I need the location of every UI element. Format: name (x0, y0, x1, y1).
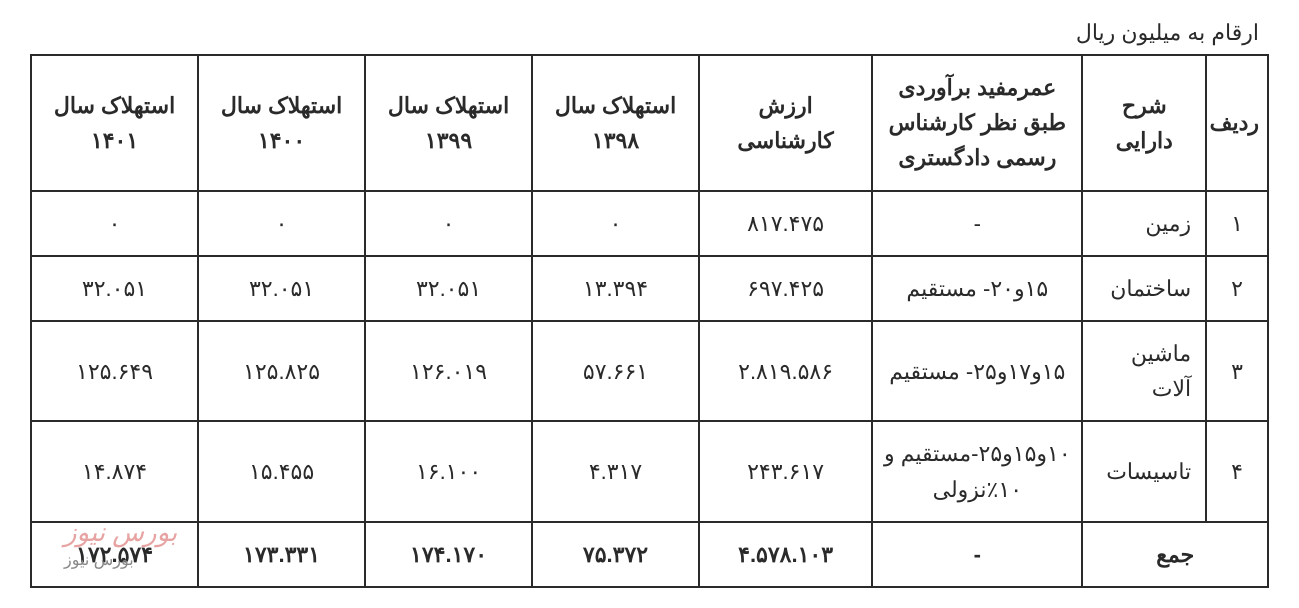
cell-useful-life: - (872, 191, 1082, 256)
cell-sum-useful-life: - (872, 522, 1082, 587)
cell-asset-desc: ماشین آلات (1082, 321, 1206, 421)
col-header-dep-1398: استهلاک سال ۱۳۹۸ (532, 55, 699, 191)
cell-sum-label: جمع (1082, 522, 1268, 587)
cell-sum-dep-1400: ۱۷۳.۳۳۱ (198, 522, 365, 587)
cell-asset-desc: تاسیسات (1082, 421, 1206, 521)
cell-dep-1398: ۱۳.۳۹۴ (532, 256, 699, 321)
cell-dep-1400: ۰ (198, 191, 365, 256)
cell-dep-1401: ۱۲۵.۶۴۹ (31, 321, 198, 421)
cell-row-no: ۲ (1206, 256, 1268, 321)
cell-dep-1398: ۵۷.۶۶۱ (532, 321, 699, 421)
cell-useful-life: ۱۵و۲۰- مستقیم (872, 256, 1082, 321)
cell-sum-dep-1398: ۷۵.۳۷۲ (532, 522, 699, 587)
depreciation-table: ردیف شرح دارایی عمرمفید برآوردی طبق نظر … (30, 54, 1269, 588)
cell-dep-1398: ۰ (532, 191, 699, 256)
cell-dep-1401: ۰ (31, 191, 198, 256)
cell-asset-desc: زمین (1082, 191, 1206, 256)
col-header-useful-life: عمرمفید برآوردی طبق نظر کارشناس رسمی داد… (872, 55, 1082, 191)
cell-row-no: ۴ (1206, 421, 1268, 521)
cell-useful-life: ۱۰و۱۵و۲۵-مستقیم و ۱۰٪نزولی (872, 421, 1082, 521)
col-header-expert-value: ارزش کارشناسی (699, 55, 872, 191)
table-row: ۳ ماشین آلات ۱۵و۱۷و۲۵- مستقیم ۲.۸۱۹.۵۸۶ … (31, 321, 1268, 421)
table-row: ۲ ساختمان ۱۵و۲۰- مستقیم ۶۹۷.۴۲۵ ۱۳.۳۹۴ ۳… (31, 256, 1268, 321)
table-row: ۴ تاسیسات ۱۰و۱۵و۲۵-مستقیم و ۱۰٪نزولی ۲۴۳… (31, 421, 1268, 521)
col-header-asset-desc: شرح دارایی (1082, 55, 1206, 191)
cell-expert-value: ۸۱۷.۴۷۵ (699, 191, 872, 256)
col-header-dep-1400: استهلاک سال ۱۴۰۰ (198, 55, 365, 191)
cell-dep-1399: ۰ (365, 191, 532, 256)
cell-expert-value: ۲۴۳.۶۱۷ (699, 421, 872, 521)
table-sum-row: جمع - ۴.۵۷۸.۱۰۳ ۷۵.۳۷۲ ۱۷۴.۱۷۰ ۱۷۳.۳۳۱ ۱… (31, 522, 1268, 587)
table-row: ۱ زمین - ۸۱۷.۴۷۵ ۰ ۰ ۰ ۰ (31, 191, 1268, 256)
cell-expert-value: ۶۹۷.۴۲۵ (699, 256, 872, 321)
cell-sum-dep-1399: ۱۷۴.۱۷۰ (365, 522, 532, 587)
table-caption: ارقام به میلیون ریال (30, 20, 1269, 46)
col-header-row-no: ردیف (1206, 55, 1268, 191)
cell-row-no: ۱ (1206, 191, 1268, 256)
source-label: بورس نیوز (64, 550, 134, 570)
cell-dep-1399: ۳۲.۰۵۱ (365, 256, 532, 321)
cell-expert-value: ۲.۸۱۹.۵۸۶ (699, 321, 872, 421)
cell-dep-1399: ۱۶.۱۰۰ (365, 421, 532, 521)
cell-asset-desc: ساختمان (1082, 256, 1206, 321)
cell-dep-1401: ۱۴.۸۷۴ (31, 421, 198, 521)
cell-dep-1400: ۱۵.۴۵۵ (198, 421, 365, 521)
cell-dep-1398: ۴.۳۱۷ (532, 421, 699, 521)
cell-dep-1399: ۱۲۶.۰۱۹ (365, 321, 532, 421)
cell-dep-1400: ۳۲.۰۵۱ (198, 256, 365, 321)
cell-sum-expert-value: ۴.۵۷۸.۱۰۳ (699, 522, 872, 587)
cell-useful-life: ۱۵و۱۷و۲۵- مستقیم (872, 321, 1082, 421)
table-header-row: ردیف شرح دارایی عمرمفید برآوردی طبق نظر … (31, 55, 1268, 191)
col-header-dep-1401: استهلاک سال ۱۴۰۱ (31, 55, 198, 191)
col-header-dep-1399: استهلاک سال ۱۳۹۹ (365, 55, 532, 191)
cell-dep-1400: ۱۲۵.۸۲۵ (198, 321, 365, 421)
cell-dep-1401: ۳۲.۰۵۱ (31, 256, 198, 321)
cell-row-no: ۳ (1206, 321, 1268, 421)
